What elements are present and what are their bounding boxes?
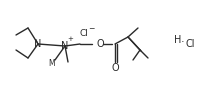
- Text: H: H: [174, 35, 182, 45]
- Text: ·: ·: [181, 37, 185, 47]
- Text: −: −: [88, 25, 94, 33]
- Text: O: O: [96, 39, 104, 49]
- Text: N: N: [61, 41, 69, 51]
- Text: +: +: [67, 36, 73, 42]
- Text: O: O: [111, 63, 119, 73]
- Text: Cl: Cl: [80, 29, 88, 39]
- Text: Cl: Cl: [186, 39, 196, 49]
- Text: N: N: [34, 39, 42, 49]
- Text: M: M: [49, 58, 55, 68]
